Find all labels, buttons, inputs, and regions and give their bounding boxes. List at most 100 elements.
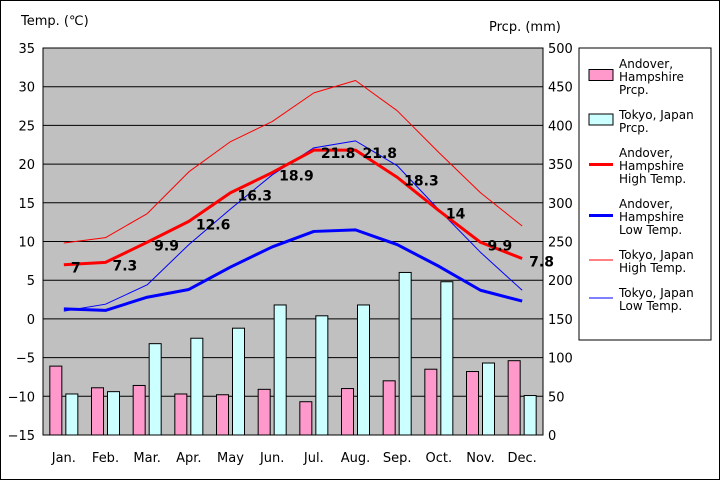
- precip-bar: [216, 394, 229, 436]
- data-label: 7: [71, 261, 81, 277]
- x-tick-label: May: [217, 451, 244, 466]
- legend-label: Tokyo, Japan: [618, 108, 694, 122]
- precipitation-bars: [49, 271, 537, 436]
- right-tick-label: 150: [548, 313, 573, 328]
- left-axis-ticks: −15 −10 −5 0 5 10 15 20 25 30 35: [8, 42, 35, 444]
- data-label: 7.8: [529, 255, 554, 271]
- left-tick-label: 10: [18, 236, 35, 251]
- data-label: 9.9: [154, 238, 179, 254]
- left-tick-label: 20: [18, 158, 35, 173]
- right-tick-label: 300: [548, 197, 573, 212]
- x-tick-label: Sep.: [383, 451, 412, 466]
- legend-label: Low Temp.: [619, 223, 682, 237]
- data-label: 9.9: [488, 238, 513, 254]
- x-tick-label: Feb.: [92, 451, 119, 466]
- right-tick-label: 0: [548, 429, 556, 444]
- legend-label: Hampshire: [619, 159, 684, 173]
- precip-bar: [341, 388, 354, 436]
- right-tick-label: 250: [548, 236, 573, 251]
- temperature-lines: [63, 80, 523, 312]
- precip-bar: [91, 387, 104, 436]
- precip-bar: [523, 395, 537, 436]
- legend-label: Hampshire: [619, 210, 684, 224]
- precip-bar: [273, 304, 287, 436]
- data-label: 14: [446, 207, 466, 223]
- x-tick-label: Apr.: [176, 451, 201, 466]
- precip-bar: [398, 271, 412, 436]
- precip-bar: [440, 281, 454, 436]
- left-tick-label: 35: [18, 42, 35, 57]
- x-tick-label: Jun.: [259, 451, 284, 466]
- left-tick-label: 25: [18, 119, 35, 134]
- right-axis-ticks: 0 50 100 150 200 250 300 350 400 450 500: [548, 42, 573, 444]
- precip-bar: [132, 384, 146, 436]
- left-axis-title: Temp. (℃): [20, 14, 89, 29]
- precip-bar: [190, 337, 204, 436]
- temp-line: [63, 80, 523, 244]
- x-axis-ticks: Jan. Feb. Mar. Apr. May Jun. Jul. Aug. Sep. Oct. N…: [51, 451, 537, 466]
- left-tick-label: 0: [27, 313, 35, 328]
- x-tick-label: Dec.: [508, 451, 537, 466]
- x-tick-label: Nov.: [466, 451, 495, 466]
- precip-bar: [507, 360, 521, 436]
- data-label: 18.9: [279, 169, 314, 185]
- x-tick-label: Mar.: [133, 451, 160, 466]
- data-label: 18.3: [404, 173, 439, 189]
- temp-line: [63, 228, 523, 312]
- left-tick-label: −10: [8, 390, 35, 405]
- precip-bar: [232, 327, 245, 436]
- right-axis-title: Prcp. (mm): [489, 20, 561, 35]
- precip-bar: [315, 315, 329, 436]
- legend-swatch: [588, 113, 614, 126]
- precip-bar: [382, 380, 396, 436]
- legend-label: Prcp.: [619, 83, 649, 97]
- x-tick-label: Jan.: [51, 451, 76, 466]
- x-tick-label: Jul.: [303, 451, 324, 466]
- left-tick-label: −15: [8, 429, 35, 444]
- precip-bar: [482, 362, 495, 436]
- right-tick-label: 200: [548, 274, 573, 289]
- temp-line: [63, 148, 523, 267]
- right-tick-label: 100: [548, 352, 573, 367]
- legend-label: Tokyo, Japan: [618, 286, 694, 300]
- left-tick-label: 15: [18, 197, 35, 212]
- left-tick-label: 30: [18, 81, 35, 96]
- grid: [43, 86, 543, 397]
- legend-box: [578, 47, 712, 341]
- legend-label: High Temp.: [619, 172, 686, 186]
- precip-bar: [148, 343, 162, 436]
- right-tick-label: 350: [548, 158, 573, 173]
- x-tick-label: Oct.: [426, 451, 453, 466]
- legend-label: Andover,: [619, 146, 673, 160]
- legend-label: High Temp.: [619, 261, 686, 275]
- left-tick-label: 5: [27, 274, 35, 289]
- precip-bar: [65, 393, 79, 436]
- legend-label: Low Temp.: [619, 299, 682, 313]
- precip-bar: [357, 304, 370, 436]
- precip-bar: [466, 371, 479, 436]
- legend-label: Andover,: [619, 57, 673, 71]
- data-label: 21.8: [321, 146, 356, 162]
- right-tick-label: 450: [548, 81, 573, 96]
- x-tick-label: Aug.: [341, 451, 371, 466]
- legend-label: Andover,: [619, 197, 673, 211]
- data-label: 7.3: [113, 258, 138, 274]
- legend-label: Tokyo, Japan: [618, 248, 694, 262]
- precip-bar: [107, 391, 120, 436]
- right-tick-label: 500: [548, 42, 573, 57]
- right-tick-label: 400: [548, 119, 573, 134]
- legend-label: Prcp.: [619, 121, 649, 135]
- data-label: 21.8: [363, 146, 398, 162]
- precip-bar: [174, 393, 188, 436]
- left-tick-label: −5: [16, 352, 35, 367]
- data-label: 12.6: [196, 217, 231, 233]
- precip-bar: [299, 401, 313, 436]
- data-labels: 7 7.3 9.9 12.6 16.3 18.9 21.8 21.8 18.3 14 9.9 7.8: [71, 146, 554, 277]
- precip-bar: [257, 388, 271, 436]
- data-label: 16.3: [238, 189, 273, 205]
- right-tick-label: 50: [548, 390, 565, 405]
- precip-bar: [49, 365, 63, 436]
